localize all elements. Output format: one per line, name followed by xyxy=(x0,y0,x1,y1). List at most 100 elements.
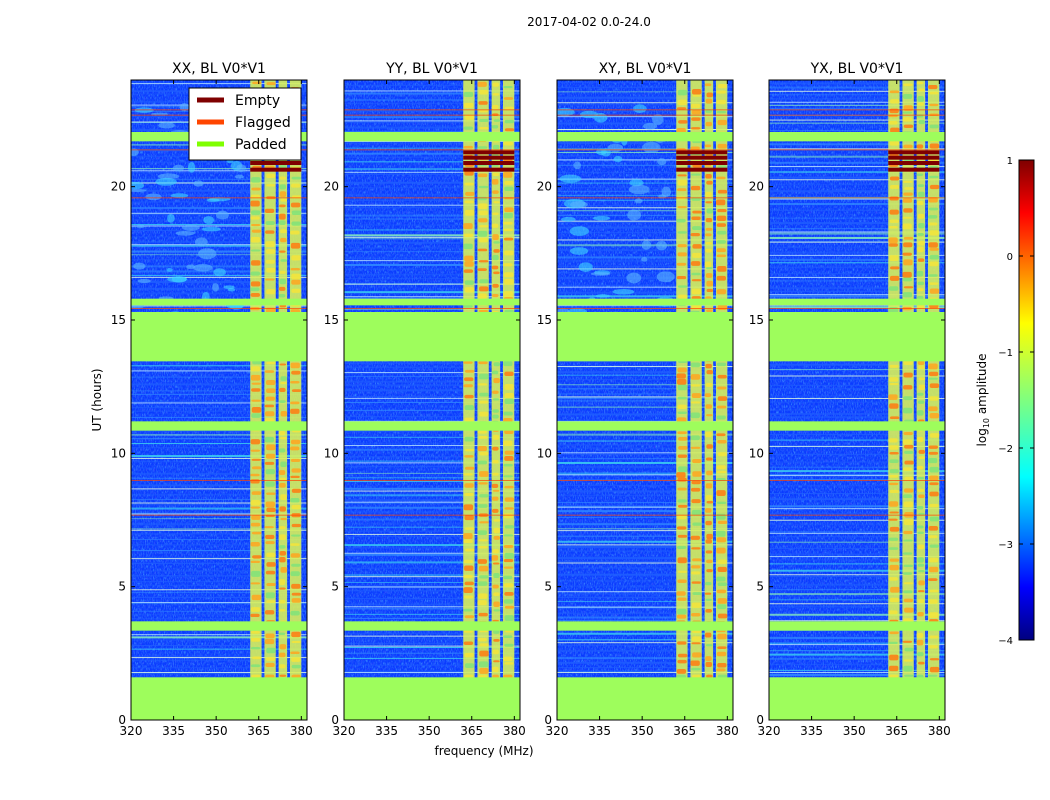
time-stripe xyxy=(557,502,733,504)
rfi-cell xyxy=(278,599,286,604)
signal-patch xyxy=(201,226,221,232)
rfi-cell xyxy=(903,259,913,266)
rfi-cell xyxy=(503,212,513,219)
time-stripe xyxy=(557,155,733,157)
rfi-cell xyxy=(917,525,924,529)
time-stripe xyxy=(344,277,520,279)
time-line xyxy=(131,602,307,604)
rfi-cell xyxy=(717,604,727,610)
rfi-cell xyxy=(928,645,938,649)
time-stripe xyxy=(131,597,307,599)
rfi-cell xyxy=(717,452,728,457)
rfi-cell xyxy=(889,219,900,223)
time-stripe xyxy=(344,598,520,600)
time-stripe xyxy=(131,477,307,479)
padded-block xyxy=(769,312,945,320)
padded-block xyxy=(344,621,520,631)
rfi-cell xyxy=(266,600,276,603)
time-stripe xyxy=(769,505,945,508)
rfi-cell xyxy=(265,230,275,234)
rfi-cell xyxy=(492,446,499,451)
time-stripe xyxy=(131,672,307,674)
rfi-cell xyxy=(492,409,499,413)
rfi-cell xyxy=(265,662,275,667)
rfi-cell xyxy=(705,248,712,253)
time-stripe xyxy=(344,523,520,525)
rfi-cell xyxy=(477,268,487,272)
time-stripe xyxy=(344,638,520,640)
time-stripe xyxy=(769,122,945,124)
rfi-cell xyxy=(889,445,899,450)
rfi-cell xyxy=(916,632,924,639)
rfi-cell xyxy=(291,592,302,596)
rfi-cell xyxy=(691,393,702,399)
x-tick-label: 365 xyxy=(247,724,270,738)
rfi-cell xyxy=(250,613,260,618)
rfi-cell xyxy=(888,665,899,672)
rfi-cell xyxy=(690,103,701,109)
rfi-cell xyxy=(903,286,914,289)
time-stripe xyxy=(557,291,733,294)
rfi-cell xyxy=(929,103,939,107)
rfi-cell xyxy=(251,515,261,520)
rfi-cell xyxy=(477,248,488,252)
time-stripe xyxy=(769,536,945,538)
signal-patch xyxy=(172,164,185,172)
rfi-cell xyxy=(291,664,301,669)
rfi-cell xyxy=(706,309,713,313)
time-stripe xyxy=(557,523,733,526)
rfi-cell xyxy=(917,410,924,416)
flagged-line xyxy=(557,308,733,309)
rfi-cell xyxy=(928,85,938,90)
rfi-cell xyxy=(477,637,487,642)
rfi-cell xyxy=(503,221,513,225)
rfi-cell xyxy=(250,366,261,372)
padded-block xyxy=(344,677,520,720)
rfi-cell xyxy=(251,413,261,418)
signal-patch xyxy=(182,224,200,231)
rfi-band xyxy=(477,80,489,720)
rfi-cell xyxy=(716,111,727,114)
colorbar-ticks: 1 0 −1 −2 −3 −4 xyxy=(998,156,1034,647)
rfi-cell xyxy=(903,431,913,436)
rfi-cell xyxy=(889,452,899,455)
rfi-cell xyxy=(676,107,687,110)
rfi-cell xyxy=(902,494,913,499)
time-stripe xyxy=(131,503,307,505)
rfi-cell xyxy=(477,430,488,434)
rfi-cell xyxy=(690,146,700,150)
time-stripe xyxy=(557,505,733,507)
rfi-cell xyxy=(917,612,924,617)
time-line xyxy=(769,165,945,167)
time-stripe xyxy=(557,510,733,513)
time-stripe xyxy=(557,86,733,88)
time-stripe xyxy=(131,636,307,639)
padded-block xyxy=(557,421,733,431)
colorbar-tick-label: 1 xyxy=(1007,156,1013,167)
rfi-cell xyxy=(291,389,302,392)
rfi-cell xyxy=(902,640,913,643)
rfi-cell xyxy=(929,635,939,639)
rfi-cell xyxy=(918,88,926,92)
rfi-cell xyxy=(503,291,513,297)
time-stripe xyxy=(557,667,733,669)
rfi-cell xyxy=(491,223,499,228)
rfi-cell xyxy=(278,448,286,453)
time-line xyxy=(557,268,733,270)
rfi-cell xyxy=(929,184,940,190)
rfi-band xyxy=(278,80,288,720)
rfi-cell xyxy=(479,373,489,380)
rfi-cell xyxy=(279,191,287,197)
rfi-cell xyxy=(478,185,489,189)
time-stripe xyxy=(131,168,307,170)
rfi-cell xyxy=(251,187,261,191)
rfi-cell xyxy=(904,460,914,465)
rfi-cell xyxy=(290,498,300,503)
rfi-cell xyxy=(917,400,925,404)
rfi-cell xyxy=(504,592,514,596)
time-stripe xyxy=(557,453,733,455)
rfi-cell xyxy=(928,535,938,539)
rfi-cell xyxy=(290,439,301,445)
time-line xyxy=(131,402,307,404)
time-stripe xyxy=(131,161,307,163)
